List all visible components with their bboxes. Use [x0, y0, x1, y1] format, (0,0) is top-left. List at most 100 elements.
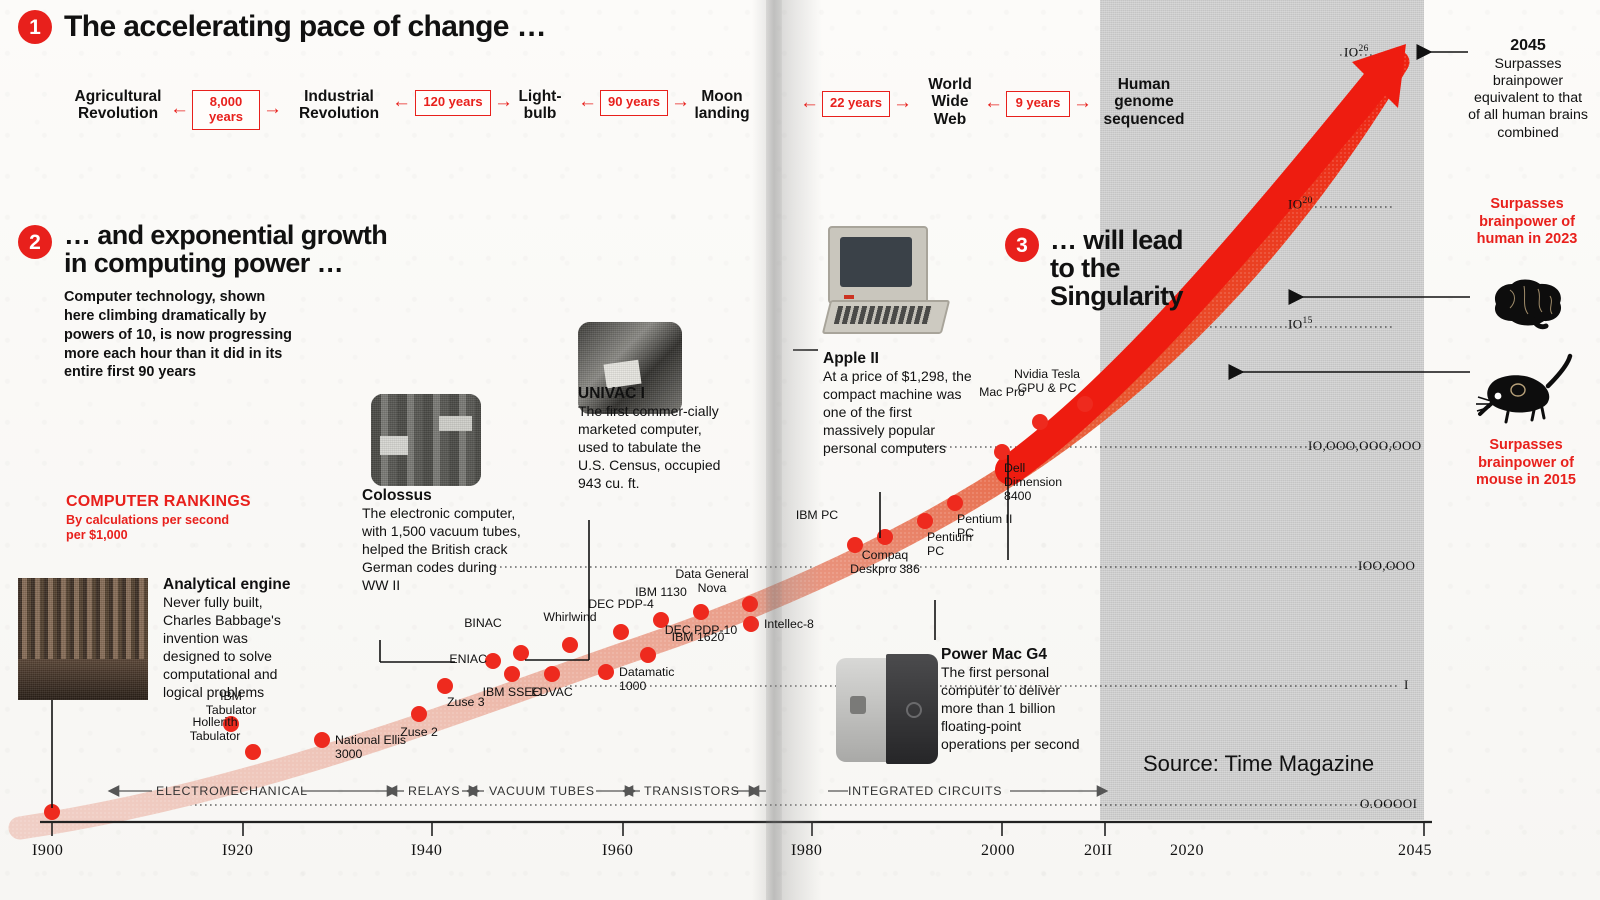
data-point — [847, 537, 863, 553]
photo-apple-ii — [821, 224, 951, 344]
caption-analytical-engine: Analytical engine Never fully built, Cha… — [163, 576, 291, 700]
data-point-label: Pentium II PC — [957, 512, 1013, 540]
milestone-industrial-revolution: Industrial Revolution — [298, 88, 380, 123]
data-point — [613, 624, 629, 640]
section-3-title-line3: Singularity — [1050, 281, 1184, 312]
data-point — [877, 529, 893, 545]
data-point-label: Pentium PC — [927, 530, 973, 558]
data-point-label: IBM SSEC — [482, 685, 542, 699]
data-point-label: National Ellis 3000 — [335, 733, 407, 761]
y-tick-10-billion: IO,OOO,OOO,OOO — [1308, 438, 1422, 453]
gap-arrow-right-5: → — [1073, 92, 1092, 113]
mouse-icon — [1476, 353, 1573, 424]
data-point-label: Nvidia Tesla GPU & PC — [1013, 367, 1081, 395]
x-tick-2011: 20II — [1084, 842, 1113, 859]
data-point-label: Hollerith Tabulator — [189, 715, 241, 743]
future-region-texture — [1100, 0, 1424, 820]
source-credit: Source: Time Magazine — [1143, 751, 1375, 776]
data-point — [437, 678, 453, 694]
section-1-header: 1 The accelerating pace of change … — [18, 9, 547, 44]
data-points — [44, 396, 1093, 820]
data-point — [504, 666, 520, 682]
x-tick-2045: 2045 — [1398, 842, 1432, 859]
x-tick-2000: 2000 — [981, 842, 1015, 859]
data-point-label: Mac Pro — [979, 385, 1025, 399]
data-point-label: BINAC — [464, 616, 502, 630]
gap-9-years: 9 years — [1006, 91, 1070, 117]
data-point — [245, 744, 261, 760]
gap-arrow-right-2: → — [494, 91, 513, 112]
y-tick-10e15: IO15 — [1288, 316, 1313, 332]
caption-power-mac-g4: Power Mac G4 The first personal computer… — [941, 646, 1080, 752]
data-point — [743, 616, 759, 632]
x-tick-1920: I920 — [222, 842, 254, 859]
section-3-title-line1: … will lead — [1050, 225, 1184, 255]
photo-colossus — [371, 394, 481, 486]
era-vacuum-tubes: VACUUM TUBES — [489, 784, 595, 798]
data-point — [994, 444, 1010, 460]
x-tick-1940: I940 — [411, 842, 443, 859]
section-1-badge: 1 — [18, 10, 52, 44]
y-tick-10e20: IO20 — [1288, 196, 1313, 212]
gap-8000-years: 8,000 years — [192, 90, 260, 130]
rankings-sub-line1: By calculations per second — [66, 513, 230, 527]
gap-arrow-left-4: ← — [800, 92, 819, 113]
photo-analytical-engine — [18, 578, 148, 700]
y-tick-0-00001: O.OOOOI — [1360, 796, 1418, 811]
section-2-body: Computer technology, shown here climbing… — [64, 289, 292, 381]
data-point-label: IBM 1620 — [671, 630, 725, 644]
data-point-label: IBM PC — [795, 508, 839, 522]
data-point — [693, 604, 709, 620]
data-point — [742, 596, 758, 612]
gap-arrow-left-1: ← — [170, 98, 189, 119]
x-tick-1900: I900 — [32, 842, 64, 859]
data-point-label: ENIAC — [449, 652, 487, 666]
milestone-human-genome-sequenced: Human genome sequenced — [1103, 76, 1185, 128]
gap-90-years: 90 years — [600, 90, 668, 116]
era-integrated-circuits: INTEGRATED CIRCUITS — [848, 784, 1003, 798]
y-tick-100000: IOO,OOO — [1358, 558, 1416, 573]
data-point — [485, 653, 501, 669]
data-point-label: Zuse 3 — [447, 695, 485, 709]
gap-arrow-left-3: ← — [578, 91, 597, 112]
data-point — [640, 647, 656, 663]
milestone-moon-landing: Moon landing — [694, 88, 750, 123]
milestone-world-wide-web: World Wide Web — [928, 76, 972, 128]
gap-120-years: 120 years — [415, 90, 491, 116]
data-point-label: IBM 1130 — [635, 585, 687, 599]
annotation-2045-text: Surpasses brainpower equivalent to that … — [1468, 55, 1588, 141]
era-relays: RELAYS — [408, 784, 461, 798]
data-point-label: Data General Nova — [675, 567, 749, 595]
photo-power-mac-g4 — [836, 650, 940, 768]
gap-arrow-left-2: ← — [392, 91, 411, 112]
data-point-label: EDVAC — [531, 685, 573, 699]
section-2-title-line1: … and exponential growth — [64, 220, 388, 250]
gap-arrow-right-1: → — [263, 98, 282, 119]
data-point — [544, 666, 560, 682]
magazine-gutter-core — [766, 0, 782, 900]
data-point-label: Dell Dimension 8400 — [1004, 461, 1063, 503]
photo-univac-i — [578, 322, 682, 414]
caption-univac-i: UNIVAC I The first commer-cially markete… — [578, 385, 721, 491]
data-point-label: Datamatic 1000 — [619, 665, 675, 693]
annotation-human-brainpower: Surpasses brainpower of human in 2023 — [1476, 196, 1578, 248]
data-point — [44, 804, 60, 820]
data-point-label: Compaq Deskpro 386 — [850, 548, 920, 576]
brain-icon — [1494, 279, 1562, 330]
section-3-title-line2: to the — [1050, 253, 1120, 284]
section-2-title-line2: in computing power … — [64, 247, 344, 278]
data-point-label: IBM Tabulator — [205, 689, 257, 717]
caption-colossus: Colossus The electronic computer, with 1… — [362, 487, 521, 593]
data-point — [411, 706, 427, 722]
data-point-label: DEC PDP-4 — [588, 597, 654, 611]
gap-arrow-left-5: ← — [984, 92, 1003, 113]
computer-rankings-block: COMPUTER RANKINGS By calculations per se… — [66, 493, 296, 543]
section-1-title: The accelerating pace of change … — [64, 9, 547, 43]
data-point — [917, 513, 933, 529]
section-2-badge: 2 — [18, 225, 52, 259]
section-2-header: 2 … and exponential growth in computing … — [18, 220, 438, 278]
data-point — [314, 732, 330, 748]
annotation-2045-year: 2045 — [1510, 37, 1546, 54]
